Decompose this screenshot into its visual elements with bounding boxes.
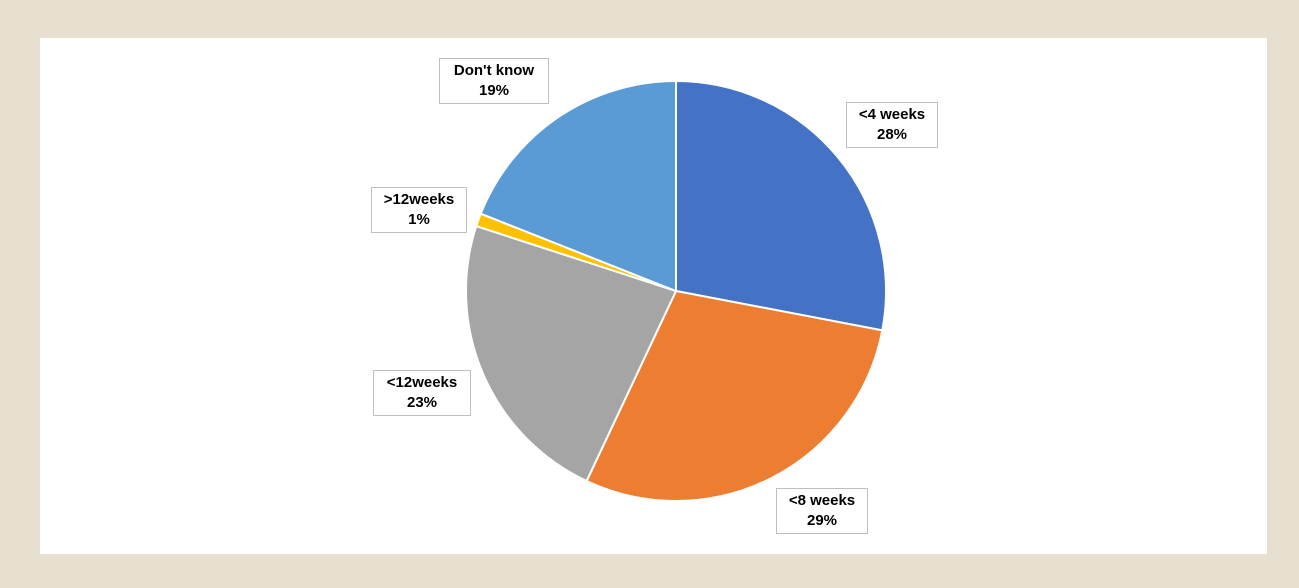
data-label-category: <12weeks <box>386 374 458 391</box>
data-label-category: <4 weeks <box>858 106 926 123</box>
pie-slices <box>465 80 887 502</box>
data-label-under-12-weeks: <12weeks 23% <box>373 370 471 416</box>
data-label-category: Don't know <box>453 62 535 79</box>
data-label-value: 23% <box>406 394 438 411</box>
pie-slice-8-weeks <box>585 290 884 502</box>
pie-slice-4-weeks <box>675 80 887 332</box>
pie-slice-12weeks <box>465 225 677 483</box>
data-label-dont-know: Don't know 19% <box>439 58 549 104</box>
data-label-over-12-weeks: >12weeks 1% <box>371 187 467 233</box>
pie-slice-don-t-know <box>479 80 677 292</box>
data-label-value: 1% <box>408 211 430 228</box>
data-label-under-8-weeks: <8 weeks 29% <box>776 488 868 534</box>
data-label-under-4-weeks: <4 weeks 28% <box>846 102 938 148</box>
data-label-value: 19% <box>478 82 510 99</box>
data-label-value: 29% <box>806 512 838 529</box>
data-label-value: 28% <box>876 126 908 143</box>
data-label-category: <8 weeks <box>788 492 856 509</box>
data-label-category: >12weeks <box>383 191 455 208</box>
